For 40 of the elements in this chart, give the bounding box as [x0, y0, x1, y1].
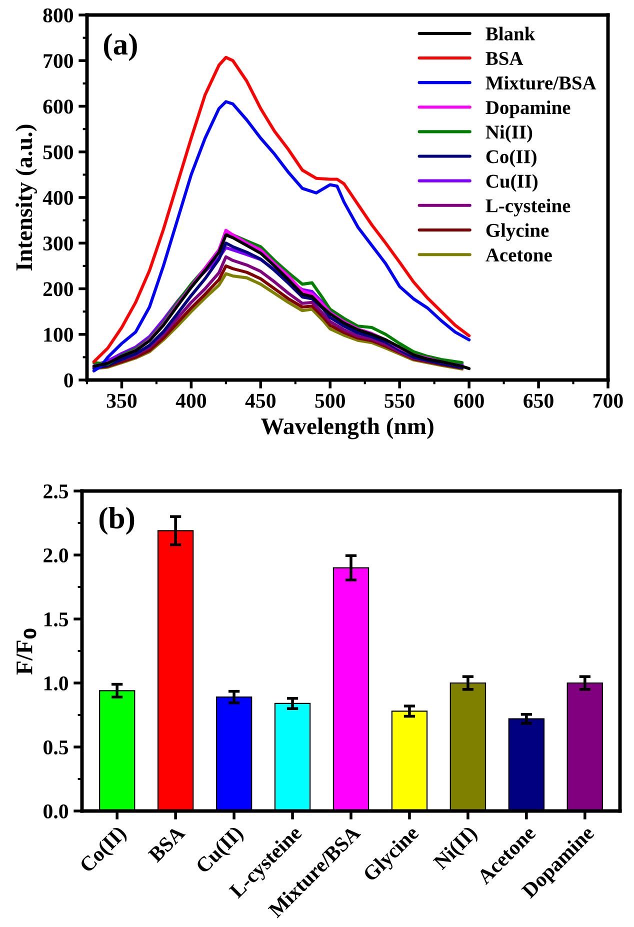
x-tick-label: 600	[454, 394, 484, 408]
y-tick-label: 0.0	[44, 804, 68, 819]
x-tick-label: 350	[106, 394, 137, 408]
y-tick-label: 0.5	[44, 740, 68, 755]
legend-label: Ni(II)	[486, 125, 532, 143]
y-tick-label: 600	[43, 100, 74, 114]
y-tick-label: 800	[43, 8, 74, 22]
x-tick-label: BSA	[148, 824, 186, 863]
x-tick-label: 650	[524, 394, 554, 408]
y-tick-label: 700	[44, 54, 74, 68]
legend-label: Glycine	[486, 223, 549, 241]
legend-label: Co(II)	[486, 150, 536, 168]
legend-label: Cu(II)	[486, 174, 538, 192]
y-tick-label: 1.0	[44, 676, 68, 691]
annotation: (b)	[99, 507, 134, 535]
y-tick-label: 100	[44, 328, 74, 342]
y-axis-title: Intensity (a.u.)	[16, 124, 37, 270]
legend-label: Blank	[486, 26, 536, 40]
y-tick-label: 0	[64, 373, 74, 388]
legend-label: Acetone	[486, 248, 552, 262]
y-tick-label: 500	[43, 145, 74, 160]
x-tick-label: 400	[176, 394, 206, 408]
annotation: (a)	[104, 33, 137, 61]
y-axis-title: F/F$_{0}$	[16, 628, 36, 675]
x-tick-label: 700	[594, 394, 623, 408]
legend-label: L-cysteine	[486, 198, 570, 216]
y-tick-label: 300	[43, 236, 74, 251]
legend-label: Mixture/BSA	[486, 76, 596, 90]
y-tick-label: 1.5	[44, 612, 68, 627]
legend-label: BSA	[486, 52, 524, 66]
x-tick-label: 450	[245, 394, 276, 408]
y-tick-label: 2.0	[44, 548, 68, 563]
x-tick-label: 550	[384, 394, 414, 408]
x-tick-label: 500	[315, 394, 345, 408]
legend-label: Dopamine	[486, 100, 570, 118]
y-tick-label: 200	[43, 282, 74, 296]
line-series	[92, 100, 471, 372]
y-tick-label: 400	[42, 190, 74, 205]
x-axis-title: Wavelength (nm)	[260, 418, 434, 440]
y-tick-label: 2.5	[44, 484, 68, 499]
